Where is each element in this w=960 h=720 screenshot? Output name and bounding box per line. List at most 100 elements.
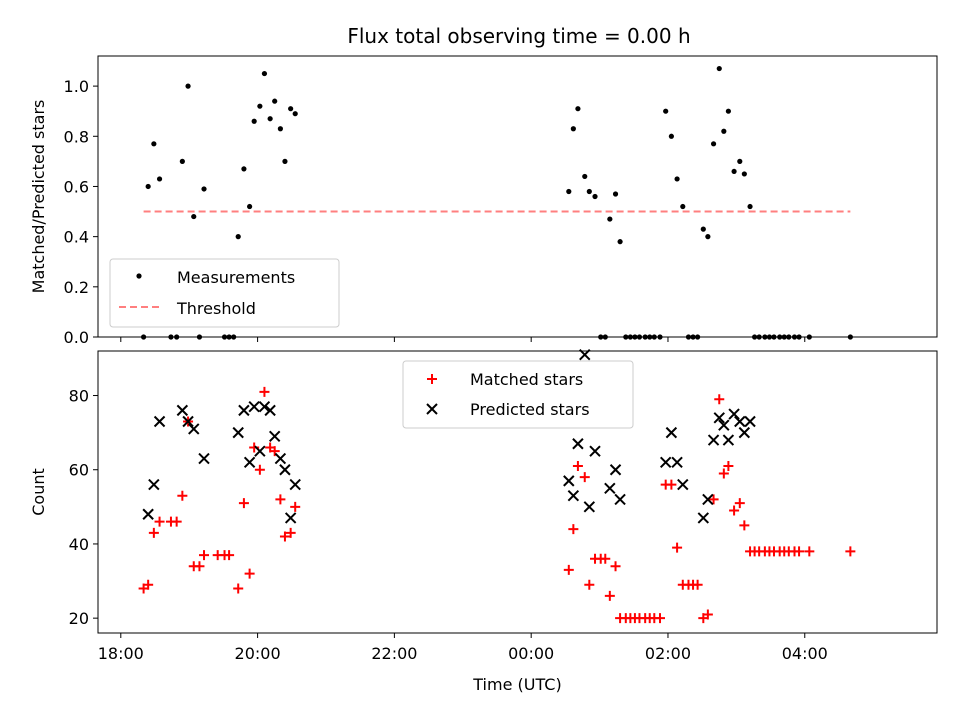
predicted-star-point <box>182 415 194 428</box>
bottom-ytick-label: 40 <box>69 535 89 554</box>
measurement-point <box>140 334 147 340</box>
measurement-point <box>674 176 680 182</box>
measurement-point <box>642 334 648 340</box>
predicted-star-point <box>289 478 301 491</box>
predicted-star-point <box>589 445 601 457</box>
xtick-label: 02:00 <box>645 644 691 663</box>
matched-star-point <box>563 564 574 575</box>
predicted-star-point <box>284 512 297 524</box>
measurement-point <box>277 126 283 132</box>
measurement-point <box>695 334 701 340</box>
measurement-point <box>282 158 288 164</box>
measurement-point <box>657 334 663 340</box>
measurement-point <box>632 334 638 340</box>
measurement-point <box>145 183 151 190</box>
measurement-point <box>575 106 581 112</box>
measurement-point <box>196 334 203 340</box>
measurement-point <box>598 334 604 340</box>
measurement-point <box>663 108 669 114</box>
measurement-point <box>617 239 623 245</box>
predicted-star-point <box>718 419 730 431</box>
predicted-star-point <box>707 434 720 446</box>
predicted-star-point <box>604 482 616 494</box>
measurement-point <box>191 213 197 220</box>
matched-star-point <box>804 546 815 557</box>
measurement-point <box>690 334 696 340</box>
measurement-point <box>247 203 253 210</box>
predicted-star-point <box>614 493 626 506</box>
matched-star-point <box>734 498 745 509</box>
measurement-point <box>623 334 629 340</box>
matched-star-point <box>148 527 159 538</box>
matched-star-point <box>666 479 677 490</box>
measurement-point <box>685 334 692 340</box>
matched-star-point <box>692 579 703 590</box>
measurement-point <box>771 334 777 340</box>
top-ytick-label: 0.2 <box>64 278 89 297</box>
legend-threshold-label: Threshold <box>176 299 256 318</box>
predicted-star-point <box>659 456 672 469</box>
predicted-star-point <box>279 464 291 476</box>
predicted-star-point <box>579 349 591 361</box>
measurement-point <box>737 158 743 164</box>
matched-star-point <box>254 464 265 475</box>
matched-star-point <box>794 546 805 557</box>
measurement-point <box>700 226 706 232</box>
matched-star-point <box>285 527 296 538</box>
measurement-point <box>756 334 762 340</box>
top-legend-box <box>109 258 340 328</box>
matched-star-point <box>723 461 734 472</box>
predicted-star-point <box>142 508 154 520</box>
measurement-point <box>651 334 657 340</box>
xtick-label: 00:00 <box>508 644 554 663</box>
matched-star-point <box>600 553 611 564</box>
top-ytick-label: 0.4 <box>64 228 89 247</box>
predicted-star-point <box>563 475 575 487</box>
bottom-ylabel: Count <box>29 468 48 516</box>
predicted-star-point <box>665 426 678 439</box>
measurement-point <box>261 70 268 77</box>
measurement-point <box>612 191 619 197</box>
measurement-point <box>231 334 237 340</box>
measurement-point <box>174 334 180 340</box>
matched-star-point <box>584 579 595 590</box>
measurement-point <box>586 188 592 195</box>
xtick-label: 20:00 <box>235 644 281 663</box>
xlabel: Time (UTC) <box>472 675 561 694</box>
measurement-point <box>791 334 798 340</box>
matched-star-point <box>845 546 856 557</box>
measurement-point <box>292 111 298 117</box>
top-ytick-label: 0.6 <box>64 177 89 196</box>
measurement-point <box>582 173 588 180</box>
predicted-star-point <box>722 434 735 446</box>
measurement-point <box>668 133 674 139</box>
matched-star-point <box>568 524 579 535</box>
measurement-point <box>766 334 773 340</box>
predicted-star-point <box>567 490 580 502</box>
bottom-legend: Matched stars Predicted stars <box>402 360 634 429</box>
legend-measurements-label: Measurements <box>177 268 295 287</box>
matched-star-point <box>290 501 301 512</box>
matched-star-point <box>279 531 290 542</box>
measurement-point <box>627 334 633 340</box>
predicted-star-point <box>713 412 725 424</box>
matched-star-point <box>718 468 729 479</box>
predicted-star-point <box>153 415 166 428</box>
legend-measurement-marker <box>136 273 142 279</box>
measurement-point <box>777 334 783 340</box>
predicted-star-point <box>671 456 683 469</box>
matched-star-point <box>672 542 683 553</box>
top-axes-frame <box>97 55 938 338</box>
measurement-point <box>566 188 572 195</box>
measurement-point <box>235 234 241 240</box>
matched-star-point <box>177 490 188 501</box>
measurement-point <box>806 334 812 340</box>
measurement-point <box>156 176 163 182</box>
predicted-star-point <box>243 456 256 469</box>
matched-star-point <box>714 394 725 405</box>
matched-star-point <box>199 550 210 561</box>
bottom-ytick-label: 60 <box>69 461 89 480</box>
predicted-star-point <box>734 415 746 428</box>
measurement-point <box>747 203 753 210</box>
